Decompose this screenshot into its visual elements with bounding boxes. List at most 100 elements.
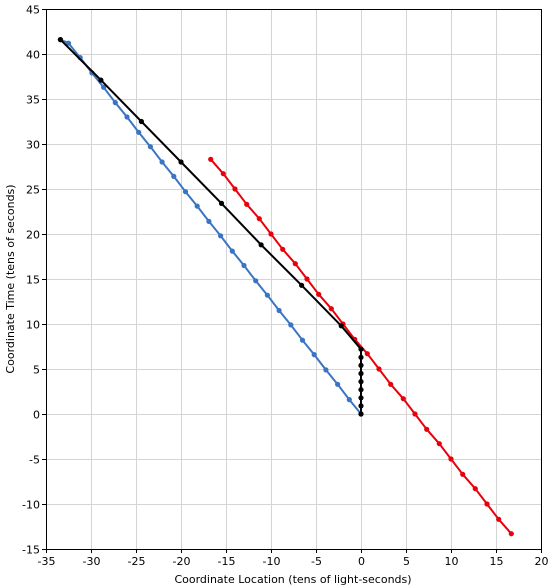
data-point: [241, 262, 247, 269]
y-axis-ticks: -15 -10 -5 0 5 10 15 20 25 30 35 40 45: [22, 4, 46, 557]
data-point: [147, 144, 153, 150]
data-point: [412, 411, 418, 417]
data-point: [323, 367, 329, 373]
data-point: [358, 370, 364, 377]
data-point: [388, 381, 394, 387]
data-point: [194, 203, 200, 209]
data-point: [484, 501, 490, 507]
data-point: [448, 456, 454, 462]
y-tick-label: 10: [26, 319, 40, 332]
data-point: [346, 397, 352, 403]
data-point: [288, 322, 294, 328]
y-tick-label: 45: [26, 4, 40, 17]
data-point: [364, 351, 370, 357]
data-point: [229, 248, 235, 254]
series-3: [57, 37, 364, 417]
data-point: [276, 307, 282, 314]
grid: [46, 9, 542, 550]
data-point: [98, 77, 104, 83]
data-point: [376, 366, 382, 372]
x-tick-label: -10: [263, 555, 281, 568]
data-point: [220, 171, 226, 177]
x-tick-label: -5: [311, 555, 322, 568]
data-point: [253, 278, 259, 284]
data-point: [264, 292, 270, 298]
y-tick-label: 0: [33, 409, 40, 422]
y-tick-label: 20: [26, 229, 40, 242]
data-point: [496, 516, 502, 522]
data-point: [316, 291, 322, 297]
data-point: [206, 218, 212, 224]
x-tick-label: -20: [173, 555, 191, 568]
data-point: [358, 354, 364, 360]
x-tick-label: -35: [38, 555, 56, 568]
data-point: [182, 189, 189, 195]
data-point: [400, 396, 406, 402]
data-point: [358, 395, 364, 401]
data-point: [299, 337, 306, 343]
data-point: [304, 276, 310, 282]
data-point: [280, 246, 286, 252]
y-tick-label: -5: [29, 454, 40, 467]
y-tick-label: -10: [22, 499, 40, 512]
data-point: [112, 100, 118, 106]
data-point: [256, 216, 262, 222]
data-point: [244, 201, 250, 207]
series-layer: [57, 37, 514, 537]
data-point: [472, 486, 478, 492]
data-point: [358, 411, 364, 417]
y-tick-label: 30: [26, 139, 40, 152]
data-point: [299, 282, 305, 288]
data-point: [159, 159, 165, 165]
data-point: [218, 233, 224, 239]
data-point: [258, 242, 264, 248]
plot-frame: [46, 9, 542, 550]
y-tick-label: 5: [33, 364, 40, 377]
x-axis-ticks: -35 -30 -25 -20 -15 -10 -5 0 5 10 15 20: [38, 549, 549, 568]
y-tick-label: -15: [22, 544, 40, 557]
data-point: [358, 362, 364, 368]
y-tick-label: 40: [26, 49, 40, 62]
data-point: [136, 129, 142, 135]
y-tick-label: 25: [26, 184, 40, 197]
data-point: [328, 306, 334, 312]
data-point: [338, 323, 344, 329]
series-1: [208, 156, 514, 537]
x-tick-label: 5: [403, 555, 410, 568]
data-point: [358, 387, 364, 393]
y-axis-title: Coordinate Time (tens of seconds): [4, 184, 17, 373]
series-2: [57, 37, 364, 417]
data-point: [311, 352, 317, 358]
data-point: [232, 186, 238, 192]
data-point: [57, 37, 64, 43]
x-tick-label: 0: [358, 555, 365, 568]
x-tick-label: 10: [445, 555, 459, 568]
y-tick-label: 35: [26, 94, 40, 107]
x-tick-label: -25: [128, 555, 146, 568]
data-point: [436, 441, 442, 447]
data-point: [358, 379, 364, 385]
data-point: [358, 403, 364, 409]
x-axis-title: Coordinate Location (tens of light-secon…: [174, 573, 411, 586]
y-tick-label: 15: [26, 274, 40, 287]
x-tick-label: -30: [83, 555, 101, 568]
data-point: [178, 159, 184, 165]
data-point: [171, 173, 177, 179]
data-point: [208, 156, 214, 162]
data-point: [460, 471, 466, 477]
data-point: [101, 84, 107, 90]
series-line: [59, 38, 362, 415]
data-point: [268, 231, 274, 237]
x-tick-label: 15: [490, 555, 504, 568]
data-point: [508, 531, 514, 537]
data-point: [218, 200, 225, 206]
data-point: [138, 118, 144, 125]
data-point: [358, 346, 364, 352]
data-point: [292, 261, 298, 267]
data-point: [424, 426, 430, 432]
x-tick-label: 20: [535, 555, 549, 568]
series-line: [209, 158, 513, 535]
data-point: [124, 114, 130, 120]
data-point: [335, 381, 341, 387]
